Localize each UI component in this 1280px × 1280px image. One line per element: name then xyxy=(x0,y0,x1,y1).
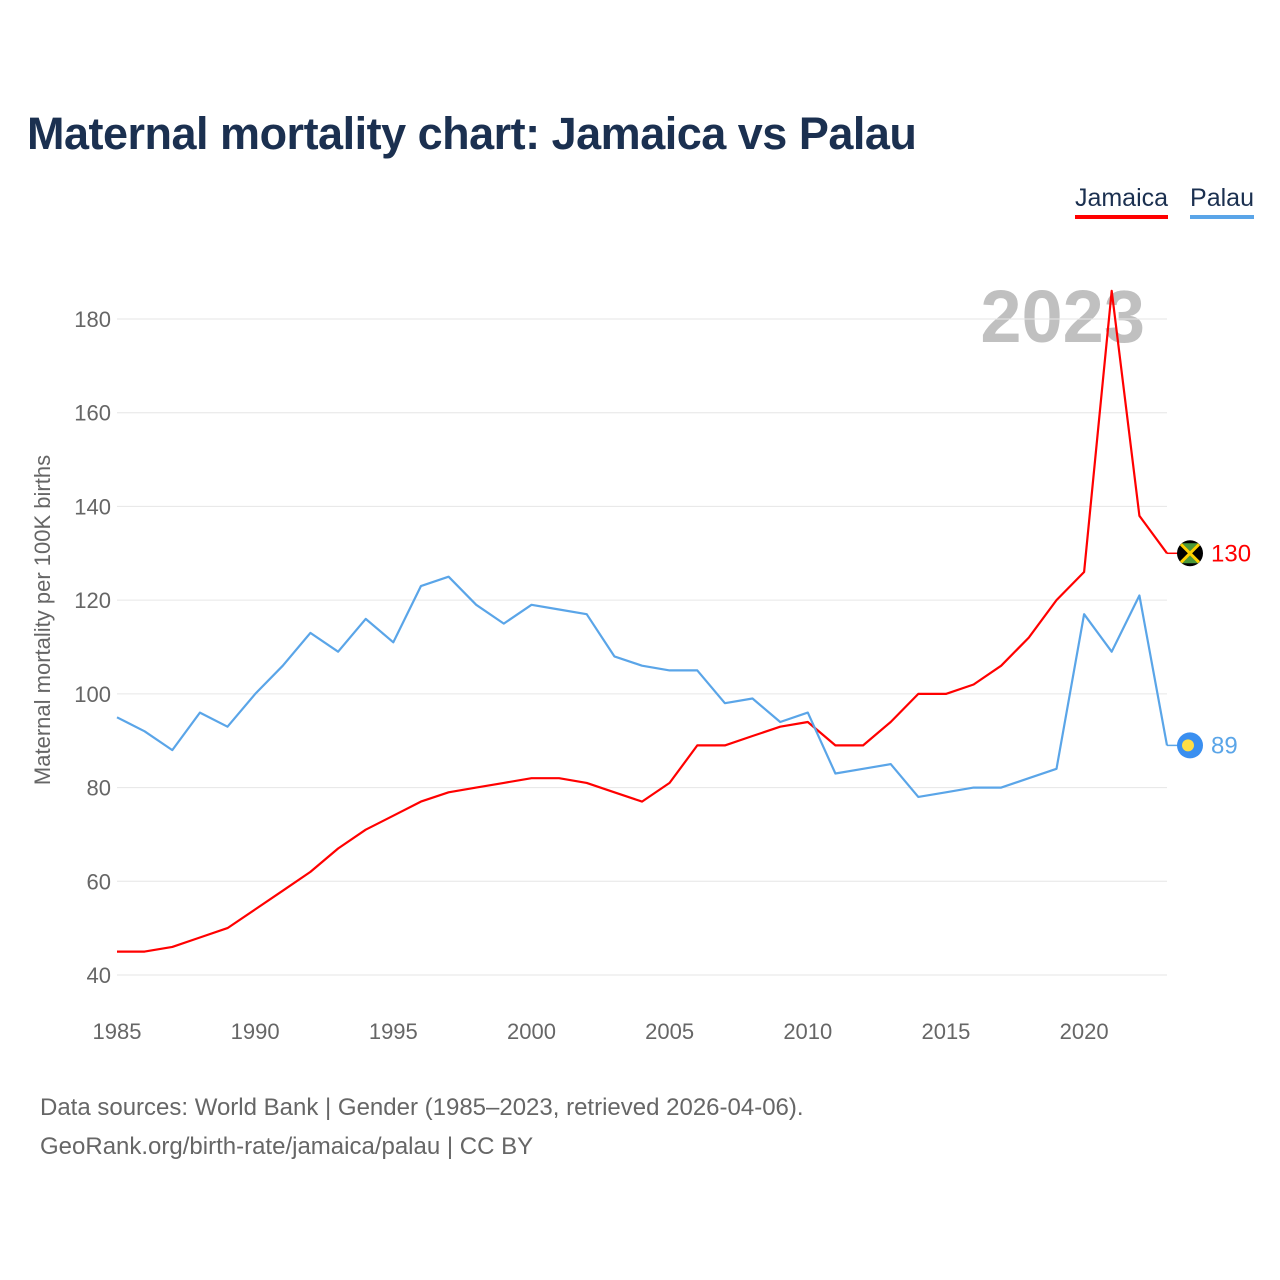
footer: Data sources: World Bank | Gender (1985–… xyxy=(40,1088,804,1166)
chart-title: Maternal mortality chart: Jamaica vs Pal… xyxy=(27,108,917,159)
x-tick-label: 2005 xyxy=(645,1019,694,1044)
end-value-label-palau: 89 xyxy=(1211,732,1238,759)
year-watermark: 2023 xyxy=(980,275,1145,358)
legend-palau[interactable]: Palau xyxy=(1190,184,1254,219)
x-tick-label: 2015 xyxy=(921,1019,970,1044)
y-tick-label: 100 xyxy=(74,682,111,707)
x-tick-label: 1985 xyxy=(93,1019,142,1044)
series-line-palau xyxy=(116,575,1169,799)
y-tick-label: 80 xyxy=(87,776,111,801)
palau-flag-disc xyxy=(1182,739,1194,752)
jamaica-flag-green xyxy=(1182,543,1198,564)
footer-link[interactable]: GeoRank.org/birth-rate/jamaica/palau | C… xyxy=(40,1133,534,1160)
series-line-jamaica xyxy=(117,289,1168,953)
y-tick-label: 60 xyxy=(87,869,111,894)
x-tick-label: 2010 xyxy=(783,1019,832,1044)
x-tick-label: 1995 xyxy=(369,1019,418,1044)
y-tick-label: 120 xyxy=(74,588,111,613)
x-tick-label: 2000 xyxy=(507,1019,556,1044)
x-tick-label: 1990 xyxy=(231,1019,280,1044)
end-value-label-jamaica: 130 xyxy=(1211,540,1251,567)
y-axis-label: Maternal mortality per 100K births xyxy=(30,455,55,785)
y-tick-label: 140 xyxy=(74,494,111,519)
legend: Jamaica Palau xyxy=(1074,184,1254,219)
y-tick-label: 160 xyxy=(74,401,111,426)
jamaica-flag-cross xyxy=(1179,543,1201,564)
x-tick-label: 2020 xyxy=(1060,1019,1109,1044)
legend-jamaica[interactable]: Jamaica xyxy=(1074,184,1169,219)
footer-sources: Data sources: World Bank | Gender (1985–… xyxy=(40,1094,804,1121)
y-tick-label: 180 xyxy=(74,307,111,332)
y-tick-label: 40 xyxy=(87,963,111,988)
